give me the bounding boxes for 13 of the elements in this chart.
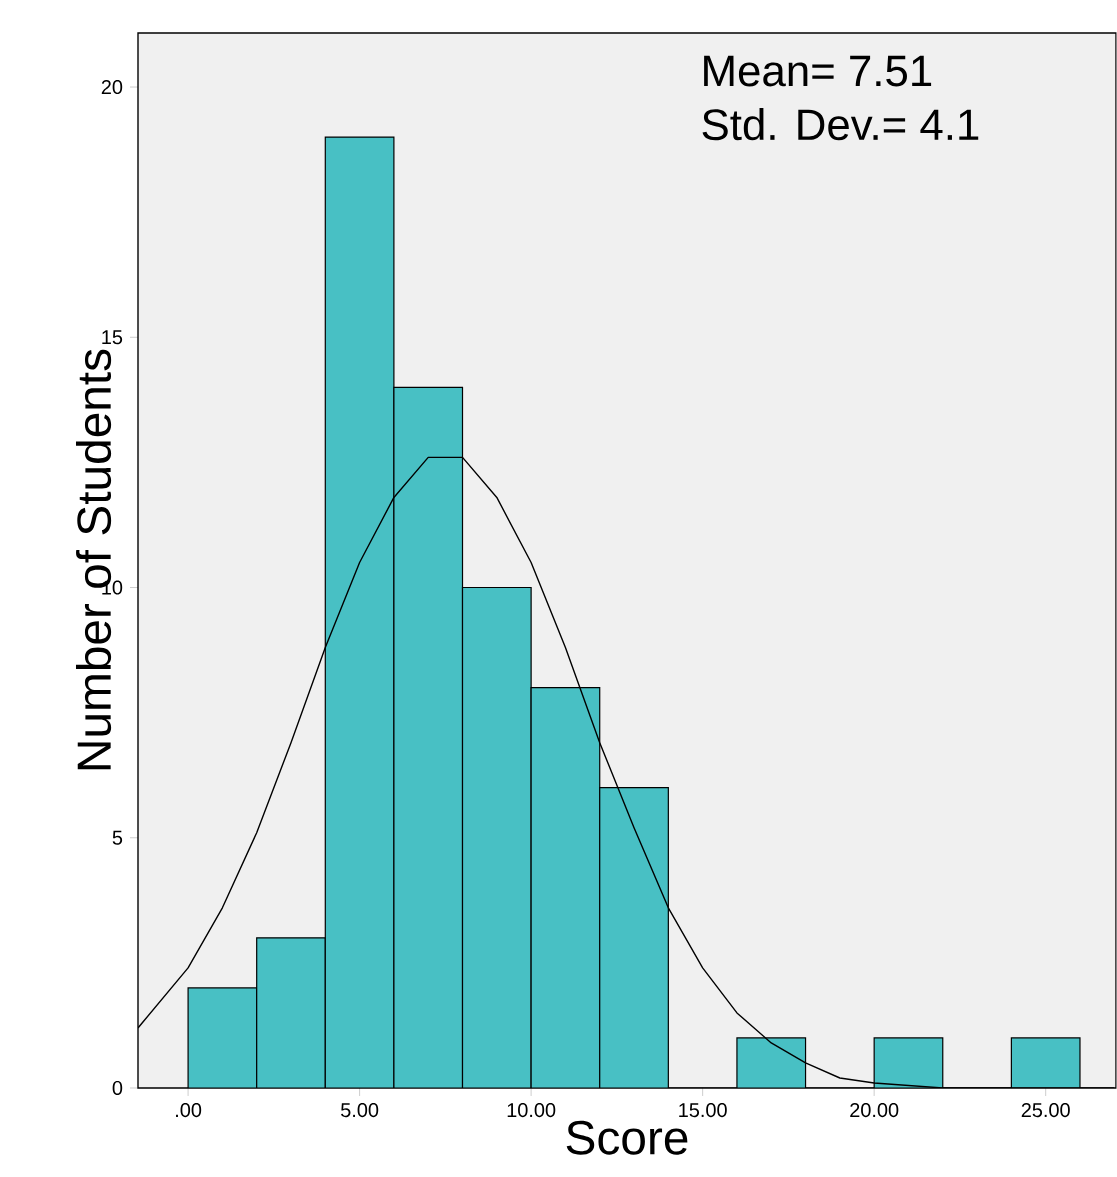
annotation: Mean= 7.51 — [704, 55, 932, 87]
y-tick-label: 15 — [102, 330, 123, 345]
x-axis-title: Score — [566, 1120, 688, 1155]
y-tick-label: 0 — [112, 1080, 123, 1096]
y-tick-label: 5 — [112, 830, 123, 845]
annotation: Std. Dev.= 4.1 — [702, 108, 979, 141]
x-tick-label: 20.00 — [850, 1103, 899, 1118]
x-tick-label: 25.00 — [1021, 1103, 1070, 1118]
x-tick-label: .00 — [176, 1103, 202, 1118]
x-tick-label: 10.00 — [507, 1103, 556, 1118]
y-tick-label: 20 — [101, 80, 123, 95]
x-tick-label: 15.00 — [679, 1103, 727, 1118]
x-tick-label: 5.00 — [341, 1103, 379, 1118]
